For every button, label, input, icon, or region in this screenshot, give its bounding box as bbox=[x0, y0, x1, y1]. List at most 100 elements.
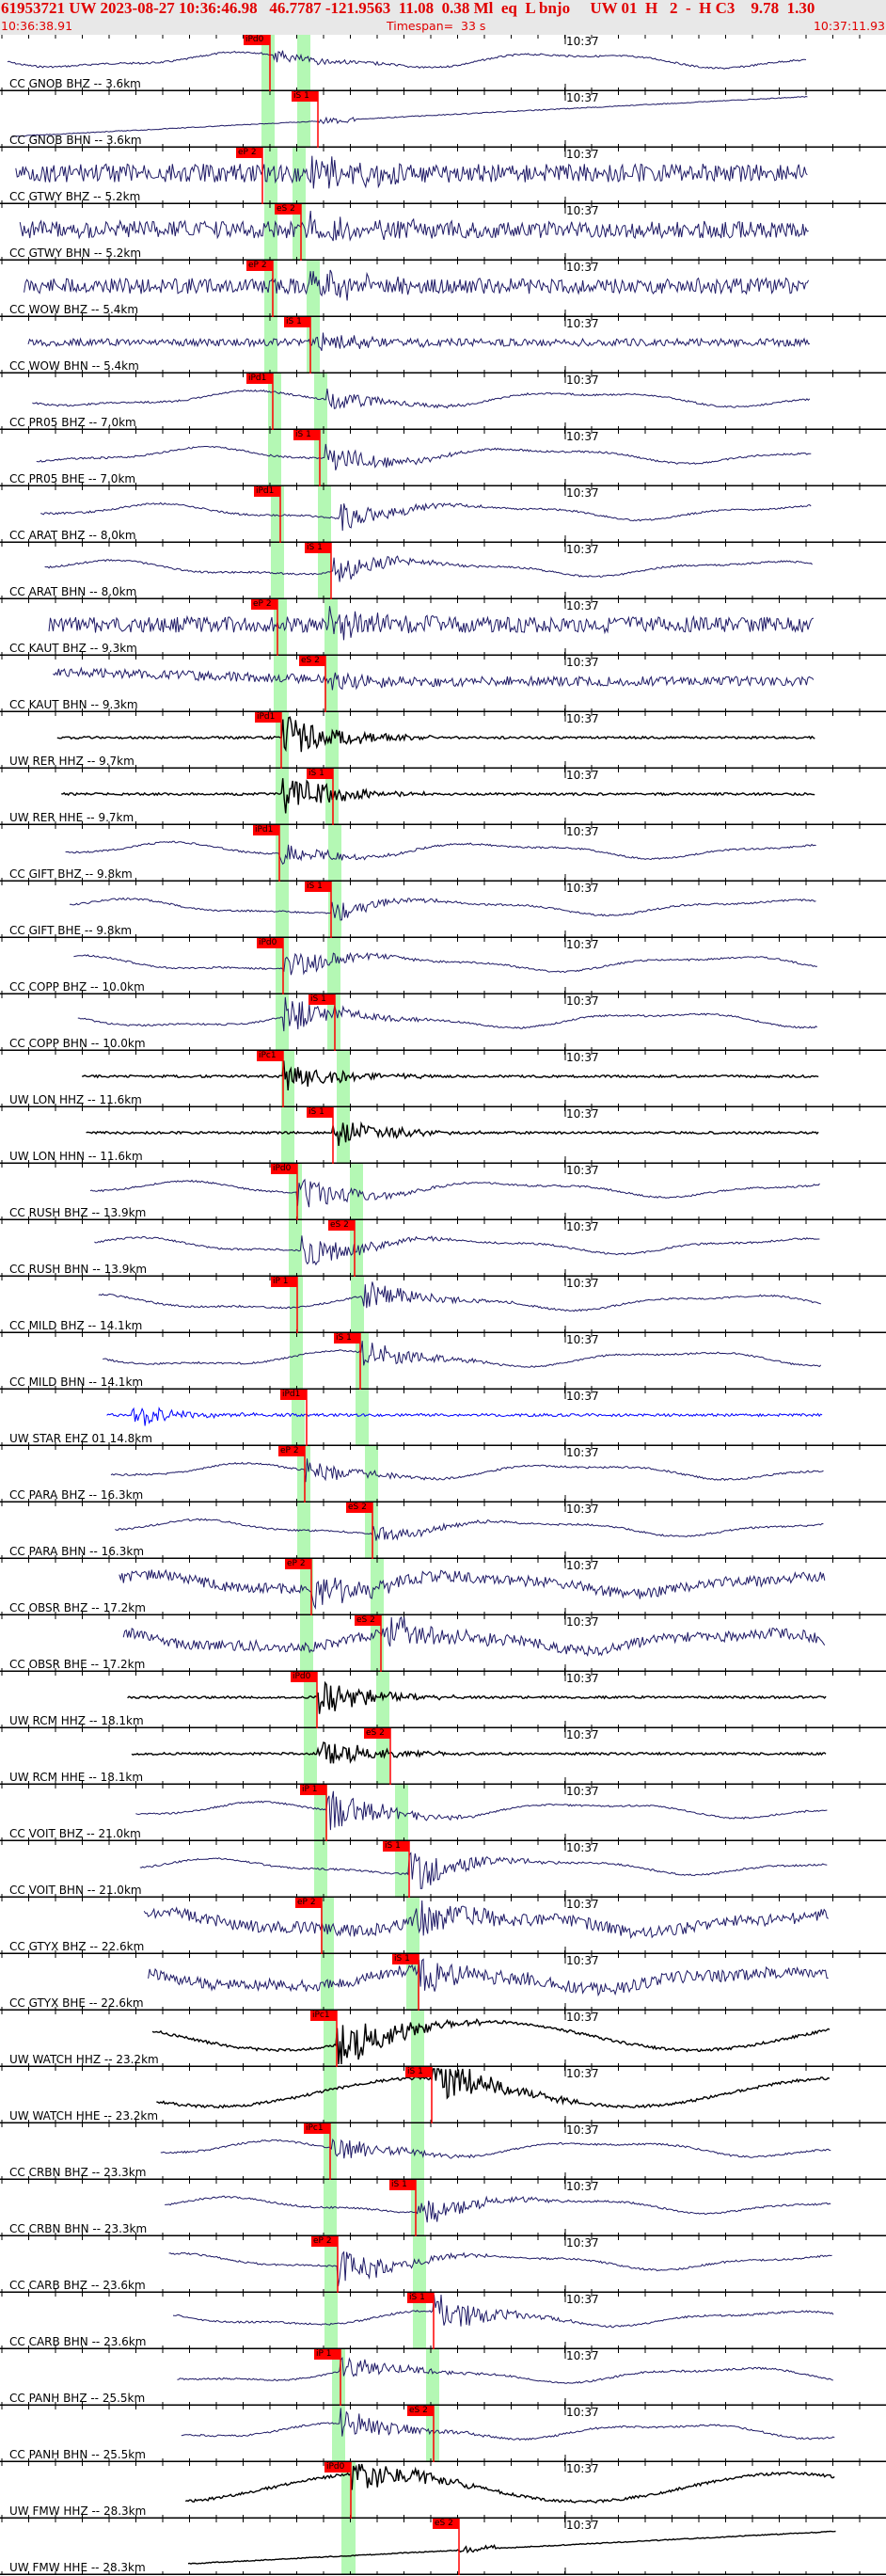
s-pick-flag[interactable]: iS 1 bbox=[307, 1107, 333, 1118]
p-pick-flag[interactable]: iP 1 bbox=[271, 1277, 297, 1287]
seismogram-trace[interactable]: iS 1 CC PR05 BHE -- 7.0km 10:37 bbox=[0, 430, 886, 486]
seismogram-trace[interactable]: iS 1 CC GIFT BHE -- 9.8km 10:37 bbox=[0, 882, 886, 938]
seismogram-trace[interactable]: iS 1 CC WOW BHN -- 5.4km 10:37 bbox=[0, 317, 886, 374]
p-pick-flag[interactable]: eP 2 bbox=[285, 1559, 311, 1569]
seismogram-trace[interactable]: eS 2 UW RCM HHE -- 18.1km 10:37 bbox=[0, 1728, 886, 1785]
p-pick-flag[interactable]: iPd0 bbox=[271, 1164, 297, 1174]
seismogram-trace[interactable]: iS 1 CC ARAT BHN -- 8.0km 10:37 bbox=[0, 543, 886, 599]
s-pick-flag[interactable]: eS 2 bbox=[275, 204, 301, 215]
p-pick-flag[interactable]: iPd1 bbox=[255, 712, 281, 723]
seismogram-trace[interactable]: eS 2 CC GTWY BHN -- 5.2km 10:37 bbox=[0, 204, 886, 261]
s-pick-flag[interactable]: eS 2 bbox=[407, 2406, 434, 2416]
seismogram-trace[interactable]: iPd1 CC PR05 BHZ -- 7.0km 10:37 bbox=[0, 374, 886, 430]
seismogram-trace[interactable]: iPd1 UW RER HHZ -- 9.7km 10:37 bbox=[0, 712, 886, 769]
p-pick-flag[interactable]: eP 2 bbox=[278, 1446, 305, 1456]
p-pick-flag[interactable]: iP 1 bbox=[300, 1785, 326, 1795]
seismogram-trace[interactable]: iPd0 CC COPP BHZ -- 10.0km 10:37 bbox=[0, 938, 886, 994]
p-pick-flag[interactable]: eP 2 bbox=[246, 261, 273, 271]
waveform-plot bbox=[0, 599, 886, 656]
p-pick-flag[interactable]: iPc1 bbox=[304, 2123, 330, 2134]
s-pick-flag[interactable]: iS 1 bbox=[284, 317, 310, 327]
s-pick-flag[interactable]: eS 2 bbox=[328, 1220, 355, 1231]
p-pick-flag[interactable]: eP 2 bbox=[311, 2236, 338, 2247]
seismogram-trace[interactable]: iPd0 CC GNOB BHZ -- 3.6km 10:37 bbox=[0, 35, 886, 91]
s-pick-flag[interactable]: iS 1 bbox=[305, 543, 331, 553]
seismogram-trace[interactable]: eS 2 UW FMW HHE -- 28.3km 10:37 bbox=[0, 2519, 886, 2575]
s-pick-flag[interactable]: eS 2 bbox=[299, 656, 325, 666]
seismogram-trace[interactable]: iPd1 UW STAR EHZ 01 14.8km 10:37 bbox=[0, 1390, 886, 1446]
seismogram-trace[interactable]: iP 1 CC VOIT BHZ -- 21.0km 10:37 bbox=[0, 1785, 886, 1841]
s-pick-flag[interactable]: iS 1 bbox=[383, 1841, 409, 1852]
seismogram-trace[interactable]: eS 2 CC PANH BHN -- 25.5km 10:37 bbox=[0, 2406, 886, 2462]
seismogram-trace[interactable]: eS 2 CC RUSH BHN -- 13.9km 10:37 bbox=[0, 1220, 886, 1277]
seismogram-trace[interactable]: iS 1 CC GTYX BHE -- 22.6km 10:37 bbox=[0, 1954, 886, 2011]
trace-label: UW WATCH HHZ -- 23.2km bbox=[9, 2053, 159, 2066]
s-pick-flag[interactable]: iS 1 bbox=[292, 91, 318, 102]
seismogram-trace[interactable]: eS 2 CC KAUT BHN -- 9.3km 10:37 bbox=[0, 656, 886, 712]
s-pick-flag[interactable]: iS 1 bbox=[392, 1954, 419, 1964]
s-pick-flag[interactable]: iS 1 bbox=[293, 430, 320, 440]
seismogram-trace[interactable]: iPd1 CC GIFT BHZ -- 9.8km 10:37 bbox=[0, 825, 886, 882]
seismogram-trace[interactable]: iPc1 CC CRBN BHZ -- 23.3km 10:37 bbox=[0, 2123, 886, 2180]
seismogram-trace[interactable]: iPd0 CC RUSH BHZ -- 13.9km 10:37 bbox=[0, 1164, 886, 1220]
seismogram-trace[interactable]: iPc1 UW LON HHZ -- 11.6km 10:37 bbox=[0, 1051, 886, 1107]
seismogram-trace[interactable]: iPd0 UW RCM HHZ -- 18.1km 10:37 bbox=[0, 1672, 886, 1728]
s-pick-flag[interactable]: iS 1 bbox=[307, 769, 333, 779]
p-pick-flag[interactable]: iPd0 bbox=[324, 2462, 351, 2473]
s-pick-flag[interactable]: eS 2 bbox=[364, 1728, 390, 1739]
seismogram-trace[interactable]: iS 1 CC CARB BHN -- 23.6km 10:37 bbox=[0, 2293, 886, 2349]
s-pick-flag[interactable]: iS 1 bbox=[407, 2293, 434, 2303]
seismogram-trace[interactable]: eP 2 CC WOW BHZ -- 5.4km 10:37 bbox=[0, 261, 886, 317]
seismogram-trace[interactable]: iS 1 CC CRBN BHN -- 23.3km 10:37 bbox=[0, 2180, 886, 2236]
seismogram-trace[interactable]: iP 1 CC PANH BHZ -- 25.5km 10:37 bbox=[0, 2349, 886, 2406]
p-pick-flag[interactable]: eP 2 bbox=[295, 1898, 322, 1908]
seismogram-trace[interactable]: iS 1 CC MILD BHN -- 14.1km 10:37 bbox=[0, 1333, 886, 1390]
p-pick-flag[interactable]: eP 2 bbox=[236, 148, 262, 158]
waveform-plot bbox=[0, 1051, 886, 1107]
p-pick-flag[interactable]: iPd0 bbox=[291, 1672, 317, 1682]
trace-label: CC GTWY BHZ -- 5.2km bbox=[9, 190, 141, 203]
seismogram-trace[interactable]: iPd1 CC ARAT BHZ -- 8.0km 10:37 bbox=[0, 486, 886, 543]
seismogram-trace[interactable]: iP 1 CC MILD BHZ -- 14.1km 10:37 bbox=[0, 1277, 886, 1333]
s-pick-flag[interactable]: eS 2 bbox=[355, 1615, 381, 1626]
p-pick-flag[interactable]: iPc1 bbox=[310, 2011, 337, 2021]
p-pick-flag[interactable]: iPd1 bbox=[246, 374, 273, 384]
seismogram-trace[interactable]: eP 2 CC GTWY BHZ -- 5.2km 10:37 bbox=[0, 148, 886, 204]
trace-label: CC PARA BHZ -- 16.3km bbox=[9, 1488, 144, 1502]
s-pick-flag[interactable]: eS 2 bbox=[346, 1503, 372, 1513]
seismogram-trace[interactable]: iS 1 CC VOIT BHN -- 21.0km 10:37 bbox=[0, 1841, 886, 1898]
seismogram-trace[interactable]: eP 2 CC OBSR BHZ -- 17.2km 10:37 bbox=[0, 1559, 886, 1615]
s-pick-flag[interactable]: eS 2 bbox=[433, 2519, 459, 2529]
waveform-plot bbox=[0, 938, 886, 994]
p-pick-flag[interactable]: iPd1 bbox=[253, 825, 279, 835]
seismogram-trace[interactable]: iS 1 CC GNOB BHN -- 3.6km 10:37 bbox=[0, 91, 886, 148]
p-pick-flag[interactable]: iPd0 bbox=[244, 35, 270, 45]
seismogram-trace[interactable]: eP 2 CC GTYX BHZ -- 22.6km 10:37 bbox=[0, 1898, 886, 1954]
p-pick-flag[interactable]: iPd0 bbox=[257, 938, 283, 948]
p-pick-flag[interactable]: eP 2 bbox=[251, 599, 277, 610]
seismogram-trace[interactable]: eP 2 CC CARB BHZ -- 23.6km 10:37 bbox=[0, 2236, 886, 2293]
time-marker: 10:37 bbox=[566, 2519, 599, 2532]
s-pick-flag[interactable]: iS 1 bbox=[389, 2180, 416, 2190]
p-pick-flag[interactable]: iPd1 bbox=[254, 486, 280, 497]
p-pick-flag[interactable]: iPd1 bbox=[280, 1390, 307, 1400]
time-marker: 10:37 bbox=[566, 2406, 599, 2419]
p-pick-flag[interactable]: iP 1 bbox=[314, 2349, 340, 2360]
seismogram-trace[interactable]: eP 2 CC PARA BHZ -- 16.3km 10:37 bbox=[0, 1446, 886, 1503]
seismogram-trace[interactable]: iS 1 CC COPP BHN -- 10.0km 10:37 bbox=[0, 994, 886, 1051]
p-window bbox=[261, 35, 275, 91]
seismogram-trace[interactable]: iPd0 UW FMW HHZ -- 28.3km 10:37 bbox=[0, 2462, 886, 2519]
p-pick-flag[interactable]: iPc1 bbox=[257, 1051, 283, 1061]
seismogram-trace[interactable]: iS 1 UW WATCH HHE -- 23.2km 10:37 bbox=[0, 2067, 886, 2123]
seismogram-trace[interactable]: iS 1 UW RER HHE -- 9.7km 10:37 bbox=[0, 769, 886, 825]
seismogram-trace[interactable]: iPc1 UW WATCH HHZ -- 23.2km 10:37 bbox=[0, 2011, 886, 2067]
seismogram-trace[interactable]: eP 2 CC KAUT BHZ -- 9.3km 10:37 bbox=[0, 599, 886, 656]
seismogram-trace[interactable]: iS 1 UW LON HHN -- 11.6km 10:37 bbox=[0, 1107, 886, 1164]
s-pick-flag[interactable]: iS 1 bbox=[334, 1333, 360, 1344]
s-pick-flag[interactable]: iS 1 bbox=[305, 882, 331, 892]
s-pick-flag[interactable]: iS 1 bbox=[309, 994, 335, 1005]
seismogram-trace[interactable]: eS 2 CC OBSR BHE -- 17.2km 10:37 bbox=[0, 1615, 886, 1672]
s-pick-flag[interactable]: iS 1 bbox=[405, 2067, 432, 2077]
waveform-line bbox=[127, 1680, 827, 1714]
seismogram-trace[interactable]: eS 2 CC PARA BHN -- 16.3km 10:37 bbox=[0, 1503, 886, 1559]
